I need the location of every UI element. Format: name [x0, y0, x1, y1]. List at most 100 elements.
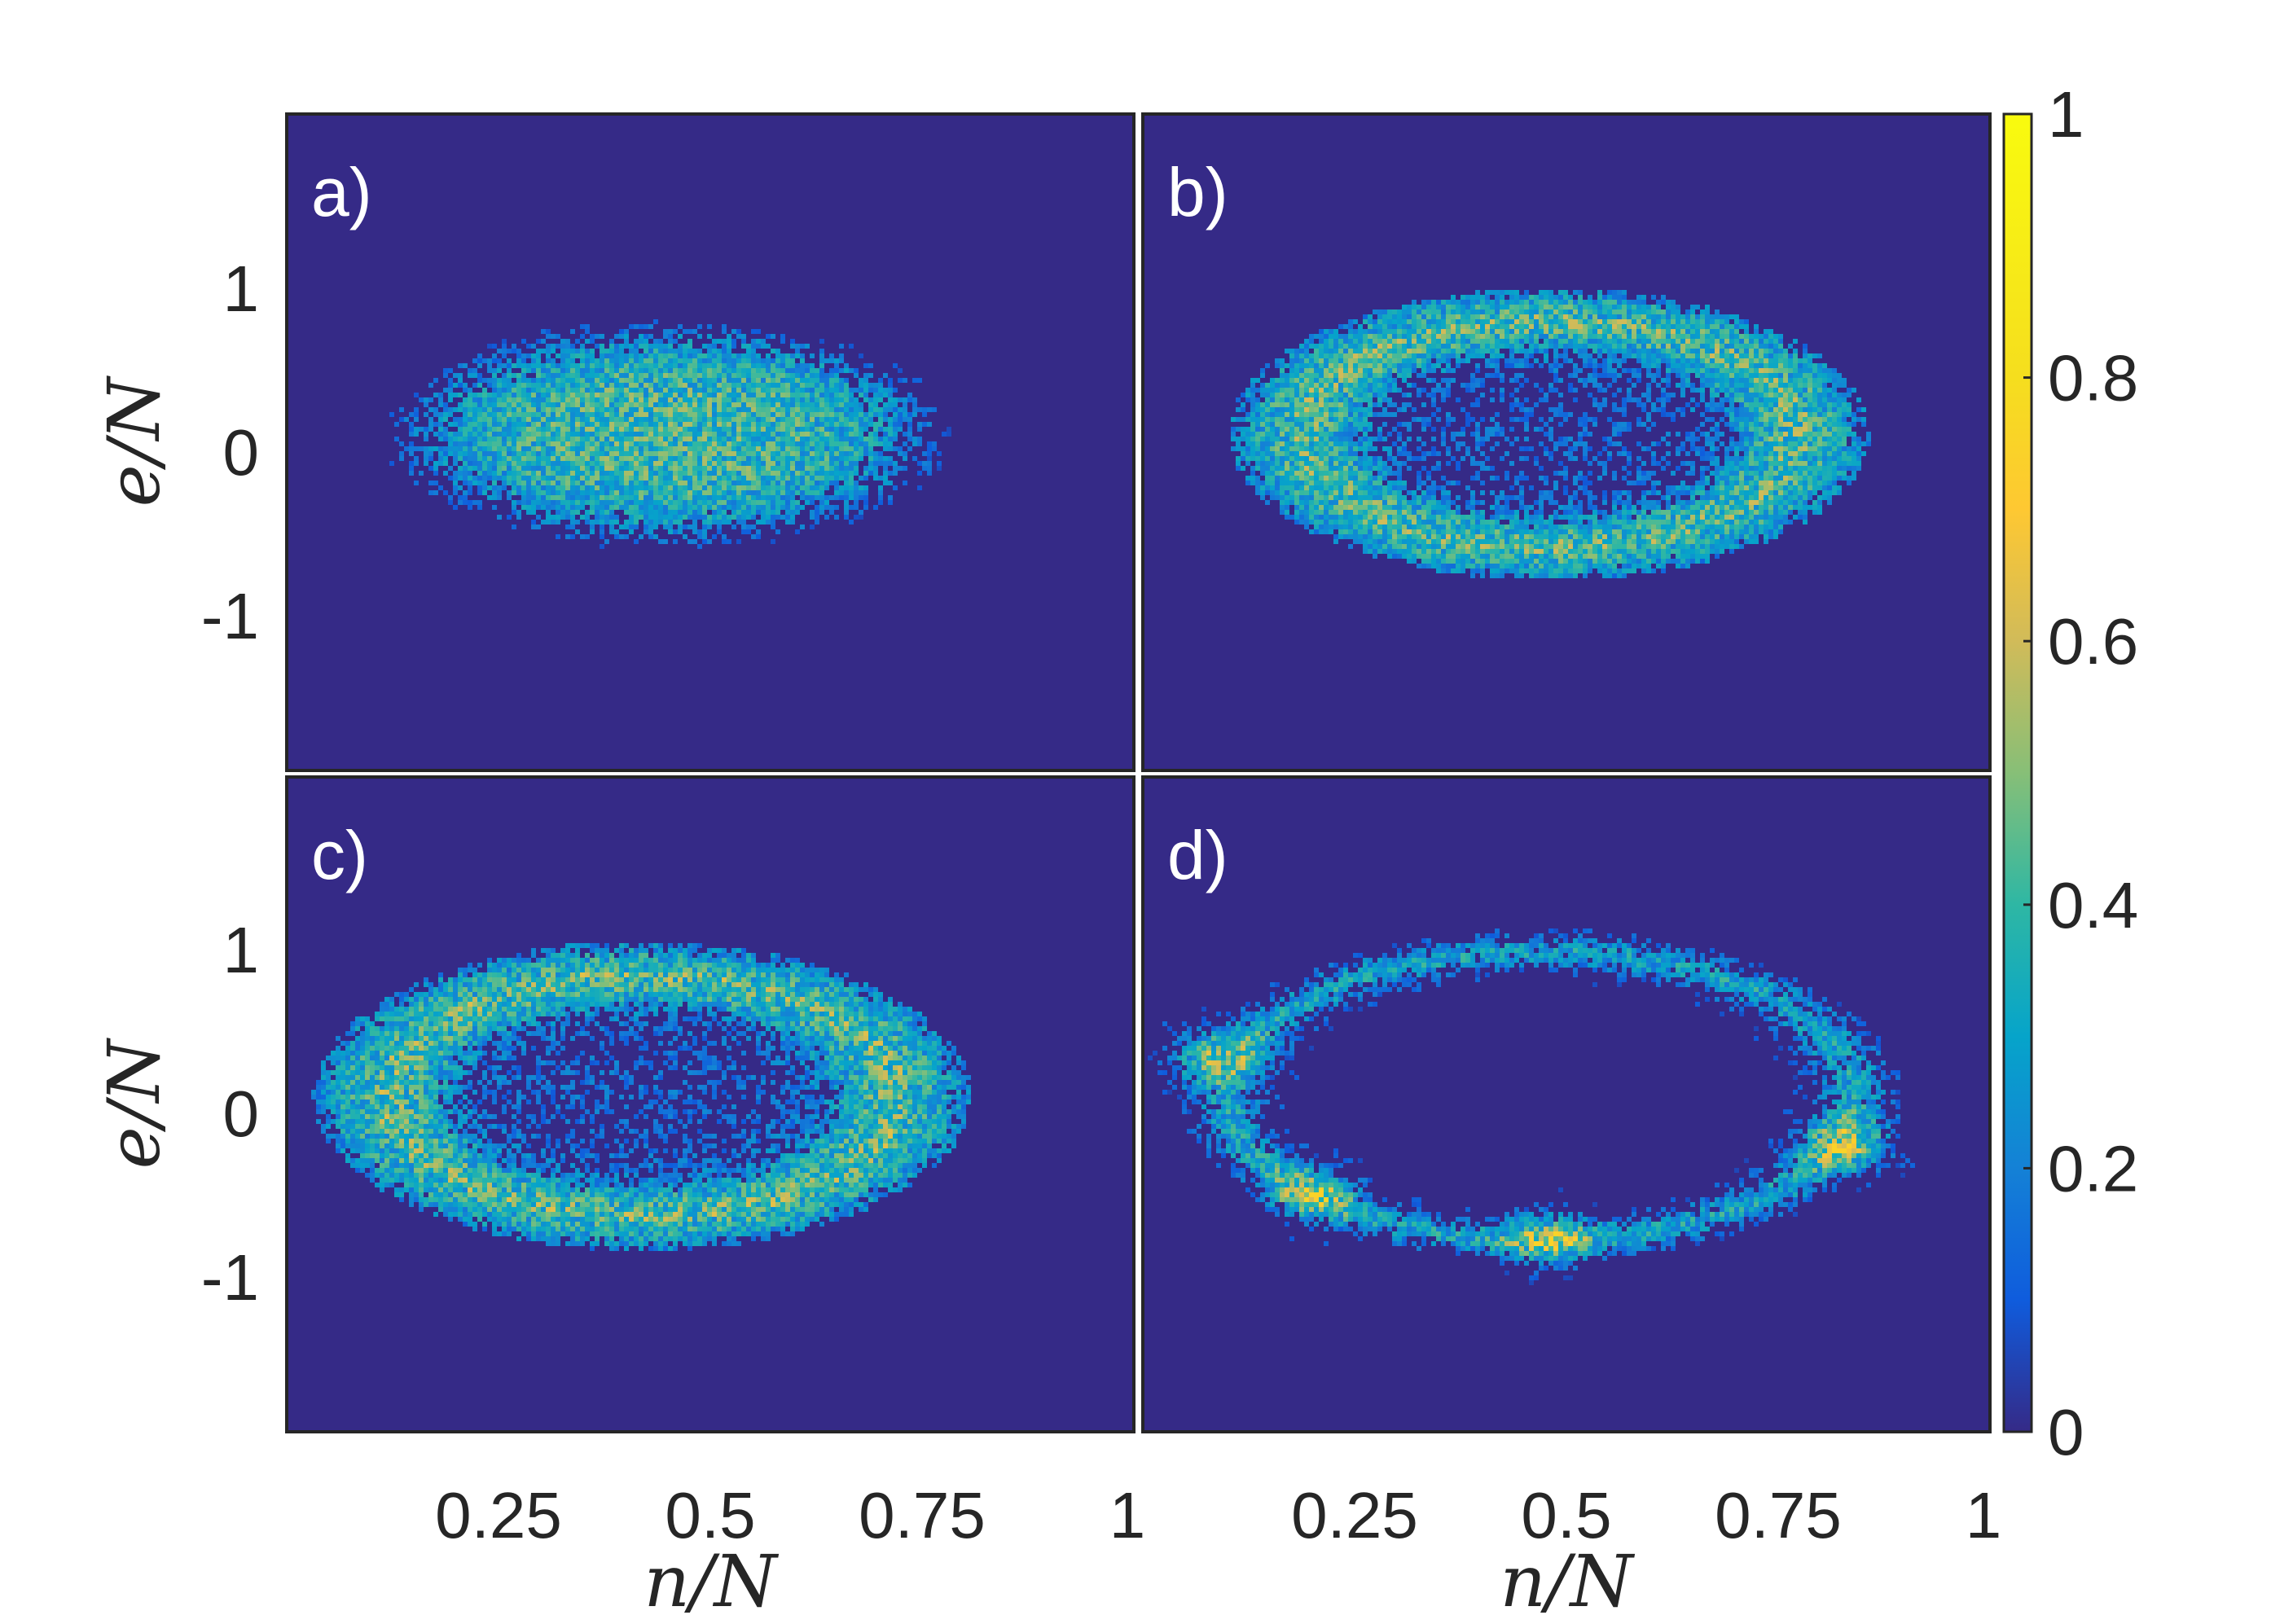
heat-cell [536, 490, 541, 495]
heat-cell [575, 510, 580, 515]
heat-cell [521, 466, 526, 471]
heat-cell [468, 500, 472, 505]
heat-cell [1636, 344, 1641, 349]
heat-cell [1329, 339, 1333, 344]
heat-cell [458, 471, 463, 476]
heat-cell [1548, 319, 1553, 324]
heat-cell [771, 432, 775, 437]
heat-cell [678, 466, 683, 471]
heat-cell [1627, 339, 1632, 344]
heat-cell [663, 373, 668, 378]
heat-cell [1465, 388, 1470, 393]
heat-cell [634, 485, 639, 490]
heat-cell [1524, 353, 1529, 358]
heat-cell [570, 329, 575, 334]
heat-cell [531, 505, 536, 510]
heat-cell [1734, 339, 1739, 344]
heat-cell [1490, 290, 1495, 295]
heat-cell [1348, 368, 1353, 373]
heat-cell [614, 520, 619, 525]
heat-cell [1778, 339, 1783, 344]
heat-cell [492, 417, 497, 422]
heat-cell [595, 456, 600, 461]
heat-cell [1431, 393, 1436, 397]
heat-cell [1470, 344, 1475, 349]
heat-cell [541, 373, 546, 378]
heat-cell [1436, 305, 1441, 309]
heat-cell [512, 490, 516, 495]
heat-cell [502, 466, 507, 471]
heat-cell [560, 349, 565, 353]
heat-cell [673, 481, 678, 485]
heat-cell [1431, 334, 1436, 339]
heat-cell [1495, 353, 1500, 358]
heat-cell [1289, 368, 1294, 373]
heat-cell [1646, 334, 1651, 339]
heat-cell [536, 446, 541, 451]
heat-cell [438, 427, 443, 432]
heat-cell [839, 441, 844, 446]
heat-cell [883, 402, 888, 407]
heat-cell [1671, 309, 1676, 314]
heat-cell [551, 412, 556, 417]
heat-cell [507, 402, 512, 407]
heat-cell [536, 393, 541, 397]
heat-cell [746, 368, 751, 373]
heat-cell [477, 378, 482, 383]
heat-cell [697, 529, 702, 534]
heat-cell [648, 456, 653, 461]
heat-cell [663, 432, 668, 437]
heat-cell [1392, 383, 1397, 388]
heat-cell [536, 441, 541, 446]
heat-cell [1417, 329, 1421, 334]
heat-cell [477, 432, 482, 437]
heat-cell [746, 437, 751, 441]
heat-cell [795, 407, 800, 412]
heat-cell [1632, 329, 1636, 334]
heat-cell [433, 490, 438, 495]
heat-cell [1705, 309, 1710, 314]
heat-cell [1500, 309, 1504, 314]
heat-cell [1588, 329, 1592, 334]
heat-cell [526, 495, 531, 500]
heat-cell [844, 446, 849, 451]
heat-cell [551, 476, 556, 481]
heat-cell [815, 471, 819, 476]
heat-cell [1436, 363, 1441, 368]
heat-cell [731, 368, 736, 373]
heat-cell [1617, 334, 1622, 339]
heat-cell [756, 358, 761, 363]
heat-cell [477, 446, 482, 451]
heat-cell [1324, 329, 1329, 334]
heat-cell [663, 393, 668, 397]
heat-cell [761, 422, 766, 427]
heat-cell [453, 441, 458, 446]
heat-cell [888, 441, 893, 446]
heat-cell [741, 373, 746, 378]
heat-cell [477, 363, 482, 368]
heat-cell [1724, 368, 1729, 373]
heat-cell [673, 363, 678, 368]
heat-cell [834, 368, 839, 373]
heat-cell [1661, 339, 1666, 344]
heat-cell [863, 373, 868, 378]
heat-cell [736, 461, 741, 466]
heat-cell [1338, 349, 1343, 353]
heat-cell [829, 417, 834, 422]
heat-cell [907, 446, 912, 451]
heat-cell [1299, 344, 1304, 349]
heat-cell [1485, 334, 1490, 339]
heat-cell [1426, 349, 1431, 353]
heat-cell [1524, 309, 1529, 314]
heat-cell [1343, 373, 1348, 378]
heat-cell [502, 397, 507, 402]
heat-cell [1534, 344, 1539, 349]
heat-cell [815, 510, 819, 515]
heat-cell [1285, 383, 1289, 388]
heat-cell [1475, 324, 1480, 329]
heat-cell [1412, 314, 1417, 319]
heat-cell [629, 368, 634, 373]
heat-cell [570, 427, 575, 432]
heat-cell [1319, 383, 1324, 388]
heat-cell [463, 476, 468, 481]
